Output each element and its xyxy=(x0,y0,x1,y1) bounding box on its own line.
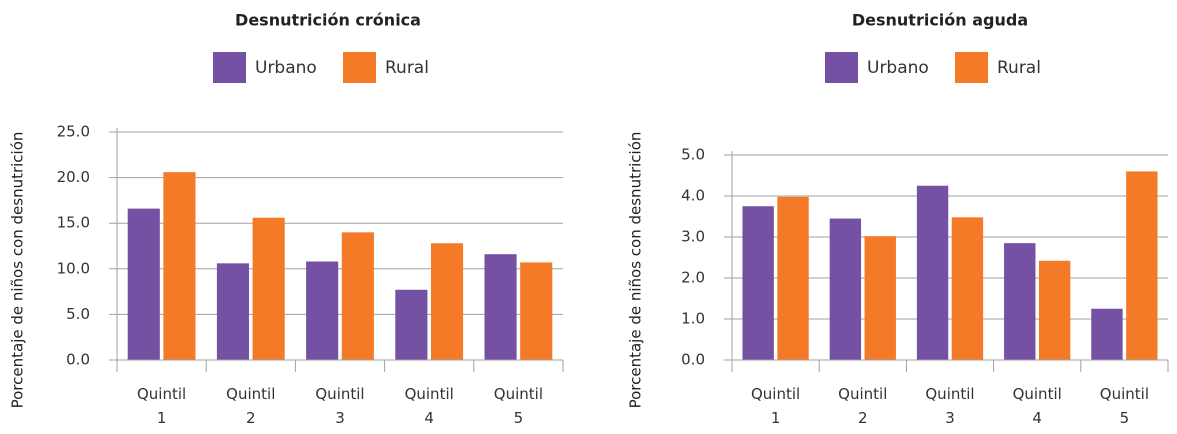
y-axis-label: Porcentaje de niños con desnutrición xyxy=(9,132,27,409)
bar xyxy=(916,185,949,360)
bar xyxy=(742,206,774,360)
legend-label: Urbano xyxy=(255,58,317,78)
y-tick-label: 10.0 xyxy=(57,259,90,277)
y-tick-label: 25.0 xyxy=(57,123,90,141)
x-tick-label: Quintil 2 xyxy=(226,385,276,427)
x-tick-label: Quintil 4 xyxy=(404,385,454,427)
x-tick-label: Quintil 3 xyxy=(925,385,975,427)
bar xyxy=(777,196,809,360)
chart-title: Desnutrición crónica xyxy=(235,11,421,30)
bar xyxy=(1038,260,1071,360)
y-tick-label: 2.0 xyxy=(681,269,705,287)
bar xyxy=(829,218,862,360)
x-tick-label-box: Quintil 2 xyxy=(226,385,276,427)
x-tick-label-box: Quintil 1 xyxy=(136,385,187,427)
bar xyxy=(306,261,339,360)
bar xyxy=(484,254,517,360)
x-tick-label-box: Quintil 3 xyxy=(925,385,975,427)
legend-swatch xyxy=(343,52,376,83)
chart-title: Desnutrición aguda xyxy=(852,11,1028,30)
x-tick-label: Quintil 2 xyxy=(838,385,888,427)
y-tick-label: 20.0 xyxy=(57,168,90,186)
x-tick-label-box: Quintil 1 xyxy=(750,385,801,427)
legend-swatch xyxy=(213,52,246,83)
x-tick-label-box: Quintil 4 xyxy=(1012,385,1062,427)
y-tick-label: 5.0 xyxy=(681,146,705,164)
bar xyxy=(252,217,285,360)
x-tick-label-box: Quintil 5 xyxy=(1099,385,1149,427)
y-tick-label: 5.0 xyxy=(66,305,90,323)
y-tick-label: 3.0 xyxy=(681,228,705,246)
y-tick-label: 0.0 xyxy=(66,351,90,369)
y-tick-label: 4.0 xyxy=(681,187,705,205)
bar xyxy=(430,243,464,360)
y-tick-label: 0.0 xyxy=(681,351,705,369)
x-tick-label: Quintil 1 xyxy=(136,385,187,427)
legend-label: Rural xyxy=(385,58,429,78)
y-tick-label: 15.0 xyxy=(57,214,90,232)
x-tick-label-box: Quintil 5 xyxy=(493,385,543,427)
bar xyxy=(864,236,896,360)
bar xyxy=(1091,308,1123,360)
legend-swatch xyxy=(955,52,988,83)
x-tick-label-box: Quintil 3 xyxy=(315,385,365,427)
bar xyxy=(127,208,160,360)
legend-swatch xyxy=(825,52,858,83)
bar xyxy=(163,172,196,360)
bar xyxy=(1126,171,1158,360)
x-tick-label: Quintil 4 xyxy=(1012,385,1062,427)
x-tick-label: Quintil 5 xyxy=(493,385,543,427)
legend-label: Rural xyxy=(997,58,1041,78)
x-tick-label-box: Quintil 2 xyxy=(838,385,888,427)
bar xyxy=(951,217,984,360)
y-axis-label: Porcentaje de niños con desnutrición xyxy=(627,132,645,409)
x-tick-label: Quintil 5 xyxy=(1099,385,1149,427)
x-tick-label-box: Quintil 4 xyxy=(404,385,454,427)
x-tick-label: Quintil 3 xyxy=(315,385,365,427)
x-tick-label: Quintil 1 xyxy=(750,385,801,427)
bar xyxy=(216,263,250,360)
bar xyxy=(1004,243,1036,360)
y-tick-label: 1.0 xyxy=(681,310,705,328)
bar xyxy=(395,289,428,360)
legend-label: Urbano xyxy=(867,58,929,78)
bar xyxy=(341,232,374,360)
bar xyxy=(520,262,553,360)
